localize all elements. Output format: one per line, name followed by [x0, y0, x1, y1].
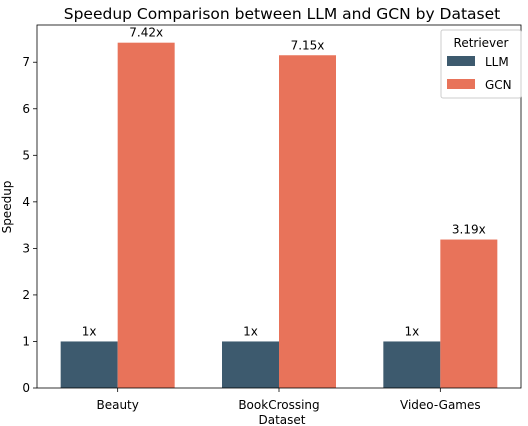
data-label-gcn-video-games: 3.19x [452, 223, 486, 237]
y-tick-label: 3 [22, 241, 30, 255]
x-tick-label: Beauty [96, 398, 138, 412]
data-label-llm-video-games: 1x [404, 324, 419, 338]
bar-llm-beauty [60, 341, 118, 388]
y-tick-label: 5 [22, 148, 30, 162]
y-tick-label: 7 [22, 55, 30, 69]
data-label-llm-bookcrossing: 1x [243, 324, 258, 338]
x-axis-label: Dataset [259, 413, 306, 426]
legend-label-llm: LLM [485, 55, 509, 69]
bar-gcn-bookcrossing [279, 55, 336, 388]
x-tick-label: BookCrossing [238, 398, 319, 412]
data-label-gcn-beauty: 7.42x [129, 26, 163, 40]
legend-label-gcn: GCN [485, 78, 512, 92]
x-tick-label: Video-Games [400, 398, 481, 412]
y-axis-label: Speedup [0, 181, 14, 234]
bar-llm-video-games [383, 341, 441, 388]
y-tick-label: 0 [22, 381, 30, 395]
legend-swatch-gcn [447, 79, 475, 89]
bar-llm-bookcrossing [222, 341, 279, 388]
legend: Retriever LLM GCN [440, 29, 522, 99]
legend-swatch-llm [447, 56, 475, 66]
plot-area: 1x 7.42x Beauty 1x 7.15x BookCrossing 1x 3.19x V… [22, 24, 522, 412]
y-tick-label: 2 [22, 288, 30, 302]
data-label-gcn-bookcrossing: 7.15x [291, 38, 325, 52]
data-label-llm-beauty: 1x [82, 324, 97, 338]
y-tick-label: 6 [22, 102, 30, 116]
bar-gcn-beauty [117, 42, 175, 388]
chart-title: Speedup Comparison between LLM and GCN b… [64, 5, 501, 23]
legend-title: Retriever [454, 36, 509, 50]
axes-frame [36, 24, 522, 389]
y-tick-label: 1 [22, 334, 30, 348]
bar-gcn-video-games [440, 239, 498, 388]
y-tick-label: 4 [22, 195, 30, 209]
